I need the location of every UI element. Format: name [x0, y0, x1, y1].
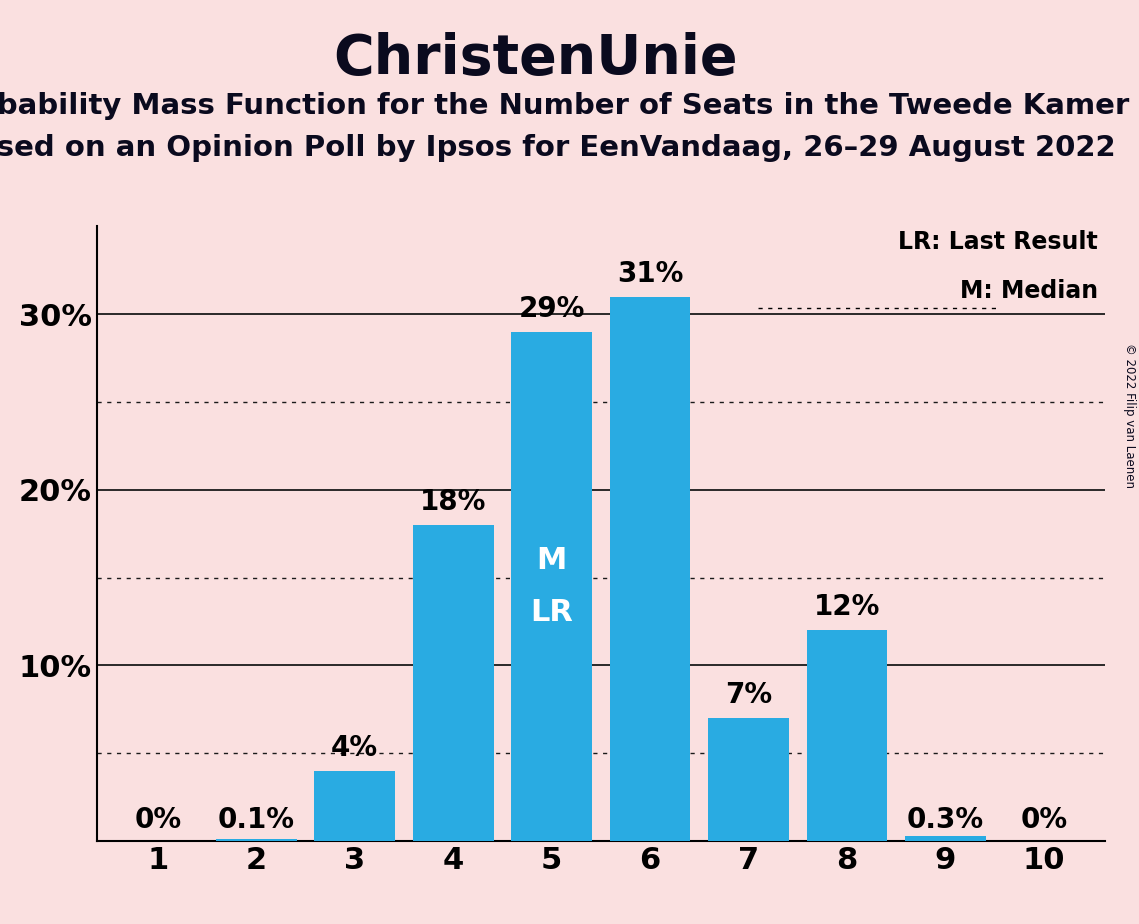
Bar: [511, 332, 592, 841]
Text: LR: Last Result: LR: Last Result: [899, 230, 1098, 254]
Text: 31%: 31%: [617, 260, 683, 288]
Text: 0.3%: 0.3%: [907, 806, 984, 833]
Text: 0%: 0%: [134, 806, 181, 833]
Bar: [216, 839, 296, 841]
Bar: [708, 718, 789, 841]
Text: 0%: 0%: [1021, 806, 1067, 833]
Text: 18%: 18%: [420, 488, 486, 516]
Text: Based on an Opinion Poll by Ipsos for EenVandaag, 26–29 August 2022: Based on an Opinion Poll by Ipsos for Ee…: [0, 134, 1115, 162]
Text: ChristenUnie: ChristenUnie: [333, 32, 738, 86]
Bar: [412, 525, 493, 841]
Text: M
LR: M LR: [530, 546, 573, 626]
Bar: [906, 835, 985, 841]
Bar: [314, 771, 395, 841]
Text: Probability Mass Function for the Number of Seats in the Tweede Kamer: Probability Mass Function for the Number…: [0, 92, 1130, 120]
Bar: [609, 297, 690, 841]
Text: 12%: 12%: [813, 593, 880, 621]
Text: © 2022 Filip van Laenen: © 2022 Filip van Laenen: [1123, 344, 1137, 488]
Text: M: Median: M: Median: [960, 279, 1098, 303]
Bar: [806, 630, 887, 841]
Text: 29%: 29%: [518, 295, 584, 323]
Text: 7%: 7%: [724, 681, 772, 710]
Text: 0.1%: 0.1%: [218, 806, 295, 833]
Text: 4%: 4%: [331, 734, 378, 761]
